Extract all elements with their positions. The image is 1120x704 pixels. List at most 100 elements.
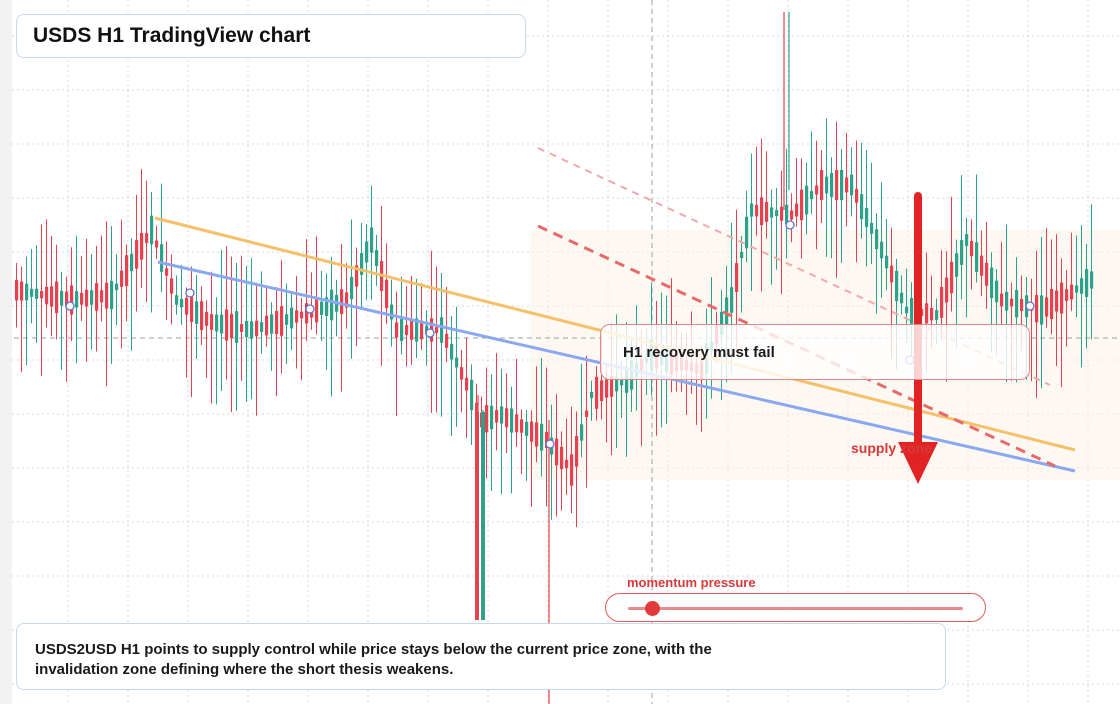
- candle: [775, 187, 779, 270]
- candle: [875, 213, 879, 314]
- candle: [470, 364, 474, 445]
- candle: [1045, 228, 1049, 328]
- candle: [810, 131, 814, 214]
- candle: [325, 273, 329, 371]
- supply-zone-label: supply zone: [851, 440, 932, 456]
- candle: [855, 140, 859, 263]
- candle: [535, 366, 539, 463]
- candle: [525, 409, 529, 481]
- candle: [385, 243, 389, 325]
- candle: [425, 310, 429, 366]
- candle: [25, 256, 29, 365]
- candle: [1085, 243, 1089, 349]
- candle: [740, 236, 744, 313]
- candle: [865, 150, 869, 267]
- candle: [20, 266, 24, 373]
- candle: [960, 175, 964, 300]
- annotation-text: H1 recovery must fail: [623, 343, 775, 361]
- pivot-marker: [305, 304, 315, 314]
- candle: [760, 138, 764, 292]
- pivot-marker: [1025, 301, 1035, 311]
- candle: [540, 358, 544, 477]
- candle: [80, 255, 84, 321]
- candle: [1000, 242, 1004, 325]
- candle: [140, 169, 144, 289]
- candle: [185, 287, 189, 378]
- candle: [235, 263, 239, 411]
- candle: [1065, 269, 1069, 347]
- candle: [85, 238, 89, 362]
- candle: [560, 431, 564, 511]
- candle: [40, 224, 44, 377]
- candle: [220, 250, 224, 391]
- candle: [481, 412, 485, 620]
- candle: [555, 394, 559, 517]
- candle: [130, 238, 134, 351]
- candle: [15, 262, 19, 328]
- down-arrow-icon: [898, 192, 938, 484]
- candle: [415, 278, 419, 359]
- candle: [145, 180, 149, 302]
- pivot-marker: [785, 220, 795, 230]
- candle: [515, 359, 519, 447]
- candle: [565, 418, 569, 495]
- candle: [310, 272, 314, 330]
- candle: [45, 219, 49, 328]
- momentum-thumb[interactable]: [644, 601, 660, 616]
- candle: [350, 219, 354, 359]
- candle: [495, 353, 499, 451]
- candle: [250, 258, 254, 400]
- candle: [490, 374, 494, 492]
- candle: [155, 225, 159, 259]
- candle: [180, 264, 184, 325]
- candle: [985, 221, 989, 309]
- candle: [520, 409, 524, 475]
- candle: [90, 253, 94, 350]
- candle: [970, 219, 974, 290]
- candle: [880, 182, 884, 298]
- candle: [770, 189, 774, 285]
- candle: [455, 306, 459, 427]
- momentum-track: [628, 607, 963, 610]
- candle: [900, 275, 904, 315]
- candle: [460, 349, 464, 413]
- candle: [165, 241, 169, 320]
- candle: [330, 256, 334, 397]
- candle: [795, 158, 799, 227]
- momentum-slider[interactable]: [605, 593, 986, 622]
- momentum-label: momentum pressure: [627, 575, 756, 590]
- channel-lower-dashed: [537, 224, 1056, 468]
- candle: [975, 174, 979, 283]
- candle: [50, 235, 54, 337]
- candlestick-series: [15, 12, 1094, 704]
- candle: [545, 367, 549, 507]
- candle: [175, 275, 179, 315]
- candle: [395, 291, 399, 416]
- candle: [595, 366, 599, 421]
- candle: [255, 282, 259, 416]
- candle: [1040, 237, 1044, 389]
- candle: [225, 246, 229, 380]
- candle: [1070, 232, 1074, 311]
- left-price-scale-strip: [0, 0, 12, 704]
- candle: [295, 276, 299, 369]
- candle: [885, 218, 889, 291]
- candle: [570, 406, 574, 514]
- candle: [575, 411, 579, 528]
- candle: [800, 158, 804, 259]
- candle: [345, 263, 349, 329]
- candle: [390, 279, 394, 347]
- description-text: USDS2USD H1 points to supply control whi…: [35, 641, 712, 678]
- candle: [190, 266, 194, 398]
- candle: [750, 153, 754, 291]
- candle: [1060, 258, 1064, 388]
- candle: [150, 191, 154, 313]
- candle: [135, 194, 139, 312]
- candle: [1050, 239, 1054, 335]
- candle: [1080, 224, 1084, 368]
- candle: [475, 412, 479, 620]
- candle: [485, 367, 489, 479]
- candle: [215, 297, 219, 405]
- title-card: USDS H1 TradingView chart: [16, 14, 526, 58]
